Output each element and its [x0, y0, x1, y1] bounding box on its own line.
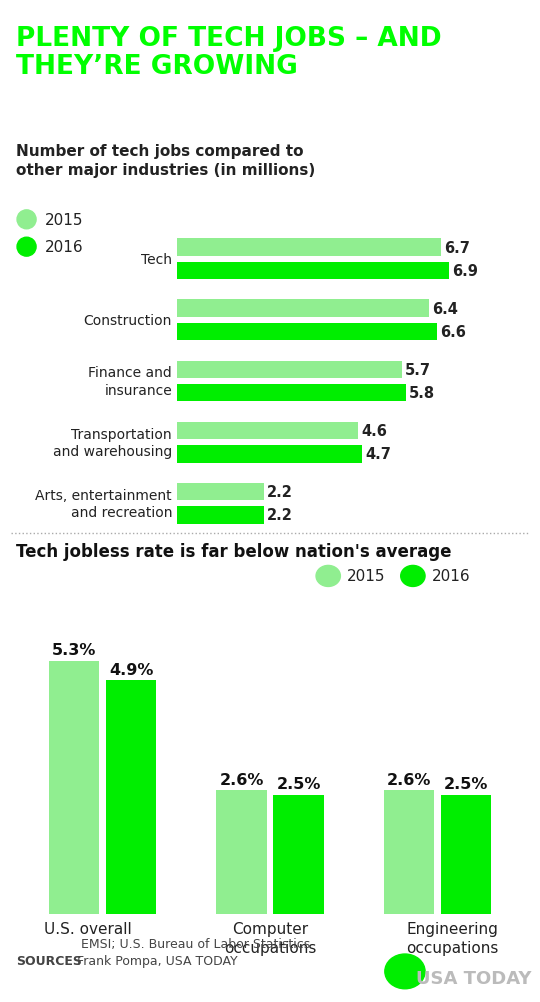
- Text: Tech: Tech: [141, 253, 172, 267]
- Circle shape: [316, 566, 340, 587]
- Circle shape: [401, 566, 425, 587]
- Text: SOURCES: SOURCES: [16, 954, 82, 967]
- Text: 2015: 2015: [45, 212, 84, 227]
- Text: Computer
occupations: Computer occupations: [224, 921, 316, 955]
- Text: Engineering
occupations: Engineering occupations: [407, 921, 499, 955]
- Text: EMSI; U.S. Bureau of Labor Statistics
Frank Pompa, USA TODAY: EMSI; U.S. Bureau of Labor Statistics Fr…: [77, 937, 310, 967]
- Text: Construction: Construction: [84, 314, 172, 328]
- Text: 2016: 2016: [45, 239, 84, 255]
- Text: PLENTY OF TECH JOBS – AND
THEY’RE GROWING: PLENTY OF TECH JOBS – AND THEY’RE GROWIN…: [16, 26, 442, 80]
- Text: Transportation
and warehousing: Transportation and warehousing: [53, 427, 172, 458]
- Text: 2016: 2016: [431, 569, 470, 584]
- Text: Number of tech jobs compared to
other major industries (in millions): Number of tech jobs compared to other ma…: [16, 144, 315, 177]
- Circle shape: [17, 210, 36, 229]
- Circle shape: [17, 237, 36, 257]
- Text: 2015: 2015: [347, 569, 385, 584]
- Text: Arts, entertainment
and recreation: Arts, entertainment and recreation: [36, 488, 172, 519]
- Text: U.S. overall: U.S. overall: [44, 921, 131, 936]
- Text: Tech jobless rate is far below nation's average: Tech jobless rate is far below nation's …: [16, 542, 451, 560]
- Text: USA TODAY: USA TODAY: [416, 969, 532, 987]
- Text: Finance and
insurance: Finance and insurance: [89, 366, 172, 397]
- Circle shape: [385, 954, 425, 989]
